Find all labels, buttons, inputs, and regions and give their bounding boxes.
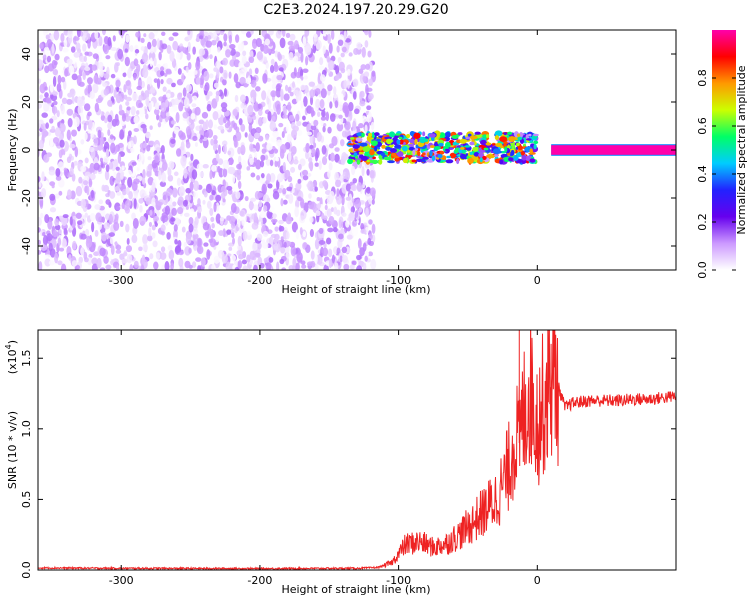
x-tick-label: 0	[534, 274, 541, 287]
x-tick-label: -200	[247, 574, 272, 587]
colorbar-tick-label: 0.6	[696, 117, 709, 135]
snr-ticks: -300 -200 -100 0 0.0 0.5 1.0 1.5	[20, 330, 676, 587]
colorbar-ticks: 0.0 0.2 0.4 0.6 0.8	[696, 69, 736, 279]
x-tick-label: -100	[386, 274, 411, 287]
snr-scale-suffix: )	[6, 340, 19, 344]
x-tick-label: -100	[386, 574, 411, 587]
snr-panel: -300 -200 -100 0 0.0 0.5 1.0 1.5 Height of stra…	[4, 329, 677, 596]
snr-scale-exponent: 4	[4, 344, 13, 349]
colorbar: 0.0 0.2 0.4 0.6 0.8 Normalized spectral ampl…	[696, 30, 748, 279]
y-tick-label: 40	[20, 47, 33, 61]
colorbar-tick-label: 0.0	[696, 261, 709, 279]
snr-x-axis-label: Height of straight line (km)	[281, 583, 430, 596]
snr-y-axis-label: SNR (10 * v/v)	[6, 411, 19, 489]
x-tick-label: -300	[109, 274, 134, 287]
x-tick-label: 0	[534, 574, 541, 587]
colorbar-tick-label: 0.2	[696, 213, 709, 231]
spectrogram-heatmap	[38, 30, 676, 270]
y-tick-label: 0.0	[20, 561, 33, 579]
colorbar-label: Normalized spectral amplitude	[735, 65, 748, 234]
spectrogram-x-axis-label: Height of straight line (km)	[281, 283, 430, 296]
snr-frame	[37, 329, 677, 571]
snr-scale-factor: (x104)	[4, 340, 19, 374]
snr-series-line	[38, 330, 676, 570]
y-tick-label: 0	[20, 147, 33, 154]
y-tick-label: -40	[20, 237, 33, 255]
colorbar-gradient	[712, 30, 736, 270]
snr-scale-prefix: (x10	[6, 349, 19, 374]
y-tick-label: 0.5	[20, 491, 33, 509]
y-tick-label: 20	[20, 95, 33, 109]
y-tick-label: -20	[20, 189, 33, 207]
chart-title: C2E3.2024.197.20.29.G20	[263, 2, 448, 18]
x-tick-label: -300	[109, 574, 134, 587]
x-tick-label: -200	[247, 274, 272, 287]
y-tick-label: 1.5	[20, 349, 33, 367]
colorbar-tick-label: 0.4	[696, 165, 709, 183]
colorbar-tick-label: 0.8	[696, 69, 709, 87]
y-tick-label: 1.0	[20, 420, 33, 438]
svg-text:(x104): (x104)	[4, 340, 19, 374]
spectrogram-y-axis-label: Frequency (Hz)	[6, 109, 19, 192]
